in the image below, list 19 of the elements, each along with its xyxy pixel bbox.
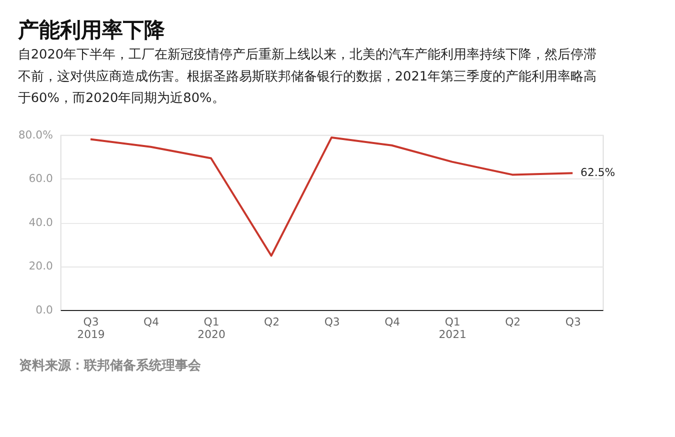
x-tick-label: Q2 <box>505 315 521 328</box>
x-tick-label: Q3 <box>324 315 340 328</box>
x-tick-label: Q4 <box>144 315 160 328</box>
x-tick-label: Q3 2019 <box>77 315 105 342</box>
x-tick-label: Q2 <box>264 315 280 328</box>
line-series <box>90 136 574 257</box>
x-tick-label: Q1 2021 <box>438 315 466 342</box>
x-tick-label: Q4 <box>384 315 400 328</box>
x-tick-label: Q1 2020 <box>198 315 226 342</box>
x-tick-label: Q3 <box>565 315 581 328</box>
chart-title: 产能利用率下降 <box>16 18 166 42</box>
y-tick-label: 40.0 <box>28 216 54 229</box>
y-tick-label: 60.0 <box>28 172 54 186</box>
y-tick-label: 0.0 <box>36 304 54 316</box>
y-tick-label: 80.0% <box>18 128 53 142</box>
chart-subtitle: 自2020年下半年，工厂在新冠疫情停产后重新上线以来，北美的汽车产能利用率持续下降，然后停滞不前，这对供应商造成伤害。根据圣路易斯联邦储备银行的数据，2021年第三季度的产能利用率略高于60%，而2020年同期为近80%。 <box>18 46 597 106</box>
y-tick-label: 20.0 <box>28 260 54 273</box>
text: 资料来源：联邦储备系统理事会 <box>18 357 202 374</box>
data-label: 62.5% <box>580 166 616 180</box>
